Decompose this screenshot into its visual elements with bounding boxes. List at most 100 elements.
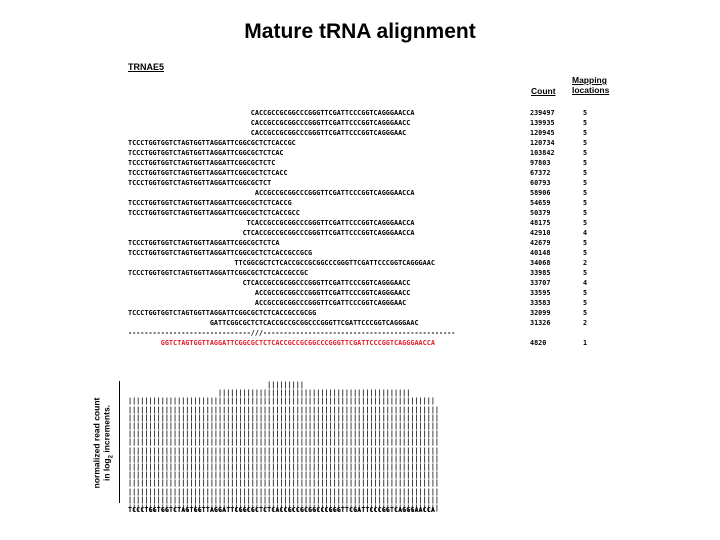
read-count: 33707 [530, 279, 551, 287]
histogram-row: ||||||||||||||||||||||||||||||||||||||||… [128, 430, 439, 439]
y-axis-line [119, 381, 120, 503]
read-count: 67372 [530, 169, 551, 177]
histogram-row: ||||||||||||||||||||||||||||||||||||||||… [128, 413, 439, 422]
mapping-location-count: 5 [583, 199, 588, 207]
alignment-row: TCCCTGGTGGTCTAGTGGTTAGGATTCGGCGCTCTCACC 6… [128, 168, 628, 178]
mapping-location-count: 5 [583, 289, 588, 297]
read-count: 42679 [530, 239, 551, 247]
read-sequence: CTCACCGCCGCGGCCCGGGTTCGATTCCCGGTCAGGGAAC… [128, 279, 411, 287]
alignment-row: CACCGCCGCGGCCCGGGTTCGATTCCCGGTCAGGGAACCA… [128, 108, 628, 118]
read-sequence: TTCGGCGCTCTCACCGCCGCGGCCCGGGTTCGATTCCCGG… [128, 259, 435, 267]
reference-sequence: TCCCTGGTGGTCTAGTGGTTAGGATTCGGCGCTCTCACCG… [128, 506, 435, 514]
alignment-row: TCCCTGGTGGTCTAGTGGTTAGGATTCGGCGCTCTC 9780… [128, 158, 628, 168]
alignment-row: TTCGGCGCTCTCACCGCCGCGGCCCGGGTTCGATTCCCGG… [128, 258, 628, 268]
read-count: 120734 [530, 139, 555, 147]
alignment-row: TCCCTGGTGGTCTAGTGGTTAGGATTCGGCGCTCTCACCG… [128, 198, 628, 208]
read-sequence: TCCCTGGTGGTCTAGTGGTTAGGATTCGGCGCTCTC [128, 159, 276, 167]
read-sequence: TCCCTGGTGGTCTAGTGGTTAGGATTCGGCGCTCTCACCG… [128, 249, 313, 257]
histogram-row: ||||||||||||||||||||||||||||||||||||||||… [128, 495, 439, 504]
mapping-location-count: 5 [583, 179, 588, 187]
read-sequence: TCACCGCCGCGGCCCGGGTTCGATTCCCGGTCAGGGAACC… [128, 219, 415, 227]
read-count: 48175 [530, 219, 551, 227]
read-sequence: TCCCTGGTGGTCTAGTGGTTAGGATTCGGCGCTCTCACCG… [128, 309, 317, 317]
mapping-location-count: 2 [583, 259, 588, 267]
histogram-row: ||||||||||||||||||||||||||||||||||||||||… [128, 405, 439, 414]
mapping-location-count: 5 [583, 189, 588, 197]
alignment-row: ACCGCCGCGGCCCGGGTTCGATTCCCGGTCAGGGAACC 33… [128, 288, 628, 298]
read-count: 239497 [530, 109, 555, 117]
read-count: 33595 [530, 289, 551, 297]
read-sequence: TCCCTGGTGGTCTAGTGGTTAGGATTCGGCGCTCTCACCG [128, 199, 292, 207]
histogram-row: ||||||||||||||||||||||||||||||||||||||||… [128, 389, 411, 398]
read-count: 120945 [530, 129, 555, 137]
highlighted-row: GGTCTAGTGGTTAGGATTCGGCGCTCTCACCGCCGCGGCC… [128, 338, 628, 348]
count-header: Count [531, 86, 556, 96]
mapping-location-count: 1 [583, 339, 588, 347]
alignment-row: TCCCTGGTGGTCTAGTGGTTAGGATTCGGCGCTCTCA 426… [128, 238, 628, 248]
read-sequence: CACCGCCGCGGCCCGGGTTCGATTCCCGGTCAGGGAACCA [128, 109, 415, 117]
read-sequence: CACCGCCGCGGCCCGGGTTCGATTCCCGGTCAGGGAAC [128, 129, 407, 137]
mapping-location-count: 4 [583, 279, 588, 287]
mapping-locations-header: Mapping locations [572, 75, 610, 95]
mapping-location-count: 5 [583, 119, 588, 127]
read-sequence: ACCGCCGCGGCCCGGGTTCGATTCCCGGTCAGGGAACCA [128, 189, 415, 197]
alignment-row: TCCCTGGTGGTCTAGTGGTTAGGATTCGGCGCTCTCACCG… [128, 308, 628, 318]
read-sequence: CTCACCGCCGCGGCCCGGGTTCGATTCCCGGTCAGGGAAC… [128, 229, 415, 237]
alignment-row: TCCCTGGTGGTCTAGTGGTTAGGATTCGGCGCTCTCACCG… [128, 208, 628, 218]
mapping-location-count: 5 [583, 109, 588, 117]
read-count: 50379 [530, 209, 551, 217]
mapping-location-count: 2 [583, 319, 588, 327]
read-count: 54659 [530, 199, 551, 207]
full-length-read-sequence: GGTCTAGTGGTTAGGATTCGGCGCTCTCACCGCCGCGGCC… [128, 339, 435, 347]
read-coverage-histogram: ||||||||| ||||||||||||||||||||||||||||||… [128, 381, 439, 512]
read-sequence: ACCGCCGCGGCCCGGGTTCGATTCCCGGTCAGGGAAC [128, 299, 407, 307]
read-count: 34068 [530, 259, 551, 267]
read-count: 103842 [530, 149, 555, 157]
mapping-location-count: 5 [583, 239, 588, 247]
alignment-row: ACCGCCGCGGCCCGGGTTCGATTCCCGGTCAGGGAAC 335… [128, 298, 628, 308]
read-count: 40148 [530, 249, 551, 257]
read-count: 4820 [530, 339, 547, 347]
histogram-row: ||||||||| [128, 381, 304, 389]
mapping-location-count: 5 [583, 149, 588, 157]
read-sequence: TCCCTGGTGGTCTAGTGGTTAGGATTCGGCGCTCTCACCG… [128, 269, 309, 277]
gene-name: TRNAE5 [128, 62, 165, 72]
read-sequence: TCCCTGGTGGTCTAGTGGTTAGGATTCGGCGCTCTCACCG… [128, 209, 300, 217]
alignment-row: CACCGCCGCGGCCCGGGTTCGATTCCCGGTCAGGGAAC 12… [128, 128, 628, 138]
alignment-row: TCCCTGGTGGTCTAGTGGTTAGGATTCGGCGCTCTCACCG… [128, 248, 628, 258]
read-count: 97803 [530, 159, 551, 167]
histogram-row: ||||||||||||||||||||||||||||||||||||||||… [128, 438, 439, 447]
read-sequence: GATTCGGCGCTCTCACCGCCGCGGCCCGGGTTCGATTCCC… [128, 319, 419, 327]
histogram-row: ||||||||||||||||||||||||||||||||||||||||… [128, 463, 439, 472]
read-sequence: TCCCTGGTGGTCTAGTGGTTAGGATTCGGCGCTCTCACCG… [128, 139, 296, 147]
read-count: 139935 [530, 119, 555, 127]
mapping-location-count: 5 [583, 139, 588, 147]
alignment-row: CTCACCGCCGCGGCCCGGGTTCGATTCCCGGTCAGGGAAC… [128, 228, 628, 238]
alignment: CACCGCCGCGGCCCGGGTTCGATTCCCGGTCAGGGAACCA… [128, 108, 628, 348]
read-count: 33985 [530, 269, 551, 277]
histogram-row: ||||||||||||||||||||||||||||||||||||||||… [128, 479, 439, 488]
mapping-location-count: 5 [583, 219, 588, 227]
histogram-row: ||||||||||||||||||||||||||||||||||||||||… [128, 397, 435, 406]
read-sequence: TCCCTGGTGGTCTAGTGGTTAGGATTCGGCGCTCT [128, 179, 272, 187]
histogram-row: ||||||||||||||||||||||||||||||||||||||||… [128, 487, 439, 496]
mapping-location-count: 5 [583, 209, 588, 217]
read-count: 58906 [530, 189, 551, 197]
alignment-row: CACCGCCGCGGCCCGGGTTCGATTCCCGGTCAGGGAACC 1… [128, 118, 628, 128]
histogram-row: ||||||||||||||||||||||||||||||||||||||||… [128, 504, 439, 513]
alignment-row: TCCCTGGTGGTCTAGTGGTTAGGATTCGGCGCTCT 60793… [128, 178, 628, 188]
page-title: Mature tRNA alignment [244, 20, 476, 43]
mapping-location-count: 5 [583, 129, 588, 137]
histogram-row: ||||||||||||||||||||||||||||||||||||||||… [128, 446, 439, 455]
alignment-row: TCCCTGGTGGTCTAGTGGTTAGGATTCGGCGCTCTCAC 10… [128, 148, 628, 158]
mapping-location-count: 5 [583, 249, 588, 257]
read-sequence: TCCCTGGTGGTCTAGTGGTTAGGATTCGGCGCTCTCAC [128, 149, 284, 157]
read-sequence: TCCCTGGTGGTCTAGTGGTTAGGATTCGGCGCTCTCACC [128, 169, 288, 177]
read-sequence: CACCGCCGCGGCCCGGGTTCGATTCCCGGTCAGGGAACC [128, 119, 411, 127]
mapping-location-count: 5 [583, 269, 588, 277]
alignment-row: TCCCTGGTGGTCTAGTGGTTAGGATTCGGCGCTCTCACCG… [128, 268, 628, 278]
alignment-row: TCCCTGGTGGTCTAGTGGTTAGGATTCGGCGCTCTCACCG… [128, 138, 628, 148]
read-count: 42910 [530, 229, 551, 237]
separator-line: ------------------------------///-------… [128, 329, 456, 337]
histogram-row: ||||||||||||||||||||||||||||||||||||||||… [128, 422, 439, 431]
